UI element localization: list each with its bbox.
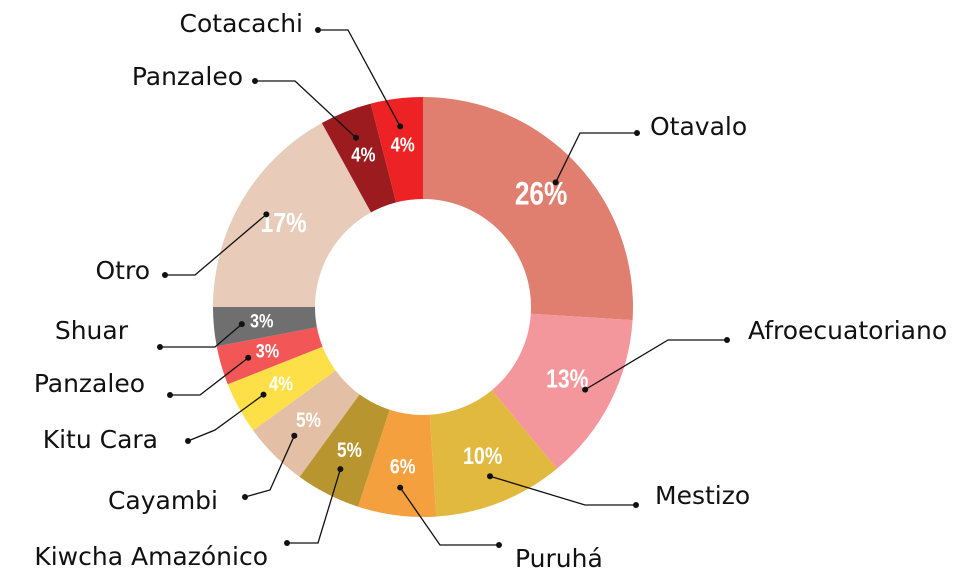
leader-dot	[263, 211, 270, 218]
leader-dot	[162, 272, 168, 278]
category-label: Otavalo	[650, 112, 747, 141]
donut-segment	[216, 327, 323, 385]
leader-dot	[353, 134, 360, 141]
donut-segment	[253, 370, 360, 477]
category-label: Cotacachi	[180, 9, 303, 38]
donut-segment	[213, 307, 317, 347]
leader-dot	[337, 466, 344, 473]
donut-segment	[227, 346, 336, 431]
value-label: 5%	[296, 410, 321, 433]
value-label: 4%	[391, 133, 416, 156]
leader-dot	[242, 494, 248, 500]
leader-dot	[167, 392, 173, 398]
donut-segment	[370, 97, 423, 203]
value-label: 3%	[250, 310, 273, 332]
category-label: Kiwcha Amazónico	[34, 542, 268, 571]
donut-segment	[358, 409, 437, 518]
leader-dot	[724, 337, 730, 343]
leader-line	[489, 475, 636, 506]
leader-line	[287, 468, 341, 544]
value-label: 3%	[256, 340, 279, 362]
category-label: Mestizo	[655, 481, 750, 510]
donut-segment	[491, 313, 633, 469]
leader-dot	[284, 540, 290, 546]
value-label: 4%	[351, 143, 376, 166]
leader-line	[584, 339, 727, 391]
category-label: Otro	[95, 256, 150, 285]
value-label: 5%	[337, 439, 362, 462]
leader-line	[318, 29, 401, 127]
leader-dot	[397, 484, 404, 491]
value-label: 4%	[269, 372, 294, 395]
value-label: 10%	[463, 442, 502, 469]
leader-line	[555, 132, 637, 183]
leader-dot	[238, 321, 245, 328]
leader-line	[187, 394, 264, 442]
leader-dot	[397, 123, 404, 130]
category-label: Panzaleo	[132, 62, 243, 91]
leader-dot	[552, 179, 559, 186]
category-label: Afroecuatoriano	[748, 316, 947, 345]
leader-line	[244, 435, 295, 498]
leader-dot	[634, 130, 640, 136]
leader-line	[160, 323, 243, 348]
leader-dot	[486, 473, 493, 480]
leader-dot	[582, 386, 589, 393]
leader-dot	[157, 344, 163, 350]
leader-dot	[185, 438, 191, 444]
donut-segment	[213, 122, 371, 308]
value-label: 13%	[546, 364, 588, 392]
leader-dot	[260, 391, 267, 398]
leader-line	[399, 487, 499, 546]
leader-dot	[245, 354, 252, 361]
category-label: Puruhá	[515, 544, 603, 573]
category-label: Cayambi	[108, 486, 218, 515]
leader-line	[165, 213, 267, 276]
value-label: 6%	[390, 455, 416, 479]
leader-dot	[633, 502, 639, 508]
leader-dot	[291, 432, 298, 439]
category-label: Panzaleo	[34, 369, 145, 398]
leader-dot	[315, 27, 321, 33]
leader-line	[170, 357, 249, 396]
leader-dot	[496, 542, 502, 548]
leader-dot	[252, 78, 258, 84]
donut-segment	[299, 394, 390, 507]
category-label: Kitu Cara	[43, 425, 158, 454]
donut-segment	[429, 390, 557, 517]
value-label: 26%	[515, 177, 568, 212]
donut-segment	[423, 97, 633, 321]
donut-segment	[321, 103, 397, 213]
leader-line	[255, 80, 357, 139]
category-label: Shuar	[55, 316, 129, 345]
